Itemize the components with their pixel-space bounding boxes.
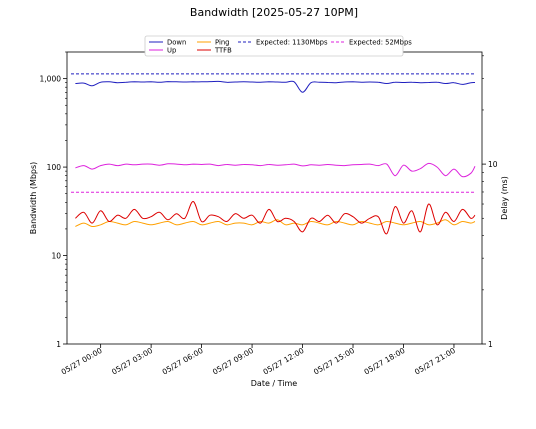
x-axis: 05/27 00:00 05/27 03:00 05/27 06:00 05/27 0…	[60, 344, 457, 377]
legend-label: Down	[167, 39, 186, 47]
left-tick-label: 1	[56, 340, 61, 349]
legend-label: TTFB	[214, 47, 232, 55]
series-line-down	[75, 80, 476, 93]
chart-title: Bandwidth [2025-05-27 10PM]	[190, 6, 358, 19]
right-tick-label: 1	[488, 340, 493, 349]
legend-label: Expected: 1130Mbps	[256, 39, 328, 47]
series-line-ttfb	[75, 201, 476, 235]
x-tick-label: 05/27 18:00	[362, 346, 406, 377]
left-tick-label: 100	[47, 163, 62, 172]
left-tick-label: 10	[51, 252, 61, 261]
legend-label: Up	[167, 47, 176, 55]
x-tick-label: 05/27 00:00	[60, 346, 104, 377]
x-tick-label: 05/27 15:00	[312, 346, 356, 377]
left-tick-label: 1,000	[40, 75, 62, 84]
legend-label: Expected: 52Mbps	[349, 39, 412, 47]
legend-label: Ping	[215, 39, 229, 47]
right-tick-label: 10	[488, 160, 498, 169]
reference-lines	[71, 73, 474, 193]
y-axis-right-label: Delay (ms)	[500, 176, 509, 220]
x-tick-label: 05/27 06:00	[161, 346, 205, 377]
series-line-up	[75, 162, 476, 178]
x-axis-label: Date / Time	[251, 379, 298, 388]
plot-frame	[66, 51, 483, 345]
x-tick-label: 05/27 21:00	[413, 346, 457, 377]
left-axis: 1 10 100 1,000	[40, 51, 67, 349]
x-tick-label: 05/27 12:00	[262, 346, 306, 377]
right-axis: 1 10	[482, 55, 498, 349]
series-lines	[75, 80, 476, 235]
series-line-ping	[75, 219, 476, 228]
x-tick-label: 05/27 09:00	[211, 346, 255, 377]
x-tick-label: 05/27 03:00	[110, 346, 154, 377]
y-axis-left-label: Bandwidth (Mbps)	[29, 162, 38, 235]
legend-box	[144, 35, 404, 57]
